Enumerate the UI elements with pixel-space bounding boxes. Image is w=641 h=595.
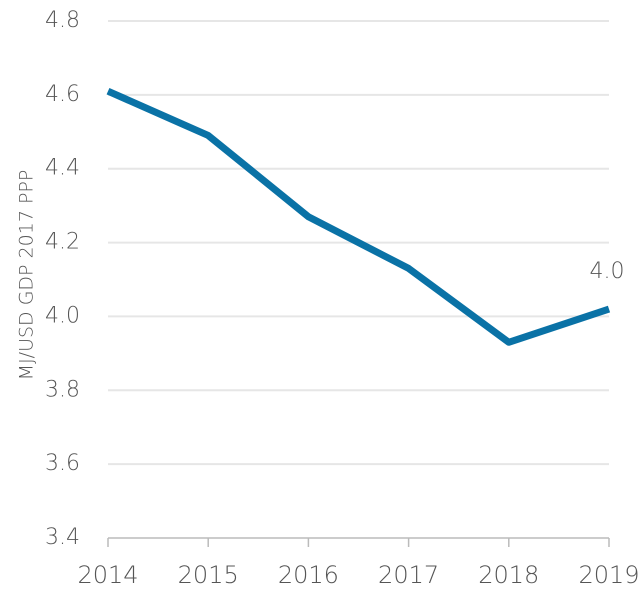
x-tick-label: 2019 xyxy=(578,561,639,589)
y-tick-label: 4.6 xyxy=(45,82,80,107)
x-tick-label: 2014 xyxy=(77,561,138,589)
y-tick-label: 4.2 xyxy=(45,230,80,255)
data-label: 4.0 xyxy=(590,259,625,284)
y-tick-label: 4.0 xyxy=(45,303,80,328)
y-tick-label: 4.8 xyxy=(45,8,80,33)
x-tick-label: 2016 xyxy=(278,561,339,589)
x-tick-label: 2018 xyxy=(478,561,539,589)
y-tick-label: 3.8 xyxy=(45,377,80,402)
x-tick-label: 2015 xyxy=(178,561,239,589)
y-axis-label: MJ/USD GDP 2017 PPP xyxy=(16,170,38,381)
y-tick-label: 3.6 xyxy=(45,451,80,476)
x-tick-label: 2017 xyxy=(378,561,439,589)
y-tick-label: 3.4 xyxy=(45,525,80,550)
data-line xyxy=(106,87,611,346)
y-tick-label: 4.4 xyxy=(45,156,80,181)
